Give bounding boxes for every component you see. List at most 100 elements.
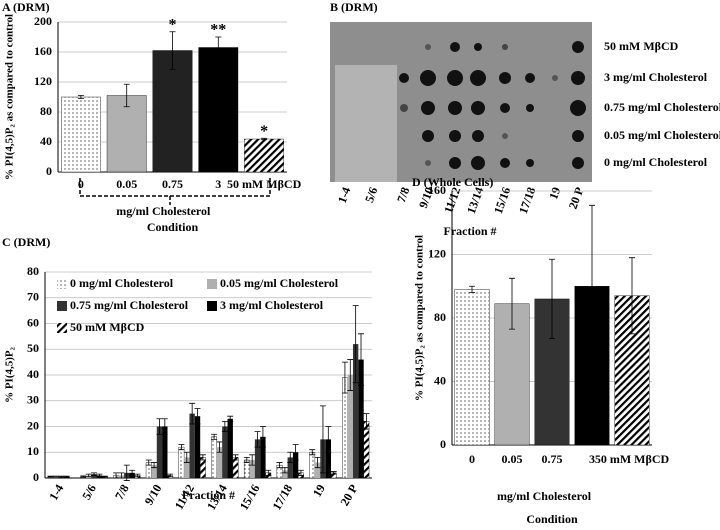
error-bar	[287, 451, 294, 463]
group-bracket	[79, 178, 271, 205]
y-tick-label: 20	[27, 418, 39, 432]
error-bar	[161, 418, 168, 435]
error-bar	[314, 457, 321, 469]
error-bar	[363, 413, 370, 430]
error-bar	[80, 475, 87, 478]
row-label: 50 mM MβCD	[604, 39, 679, 53]
bar	[254, 439, 261, 478]
annotation: *	[169, 16, 177, 33]
y-tick-label: 30	[27, 393, 39, 407]
y-tick-label: 160	[428, 183, 446, 197]
x-tick-label: 3	[589, 452, 595, 466]
y-tick-label: 70	[27, 290, 39, 304]
error-bar	[215, 36, 222, 59]
error-bar	[85, 473, 92, 478]
bar	[282, 470, 288, 478]
bar	[454, 289, 490, 446]
x-tick-label: 20 P	[337, 482, 360, 508]
bar	[352, 344, 359, 478]
x-tick-label: 50 mM MβCD	[227, 177, 302, 191]
bar	[249, 459, 255, 478]
bar	[189, 413, 195, 478]
error-bar	[183, 451, 190, 463]
error-bar	[254, 431, 261, 448]
y-tick-label: 0	[33, 470, 39, 484]
error-bar	[352, 305, 359, 384]
x-axis-label: Fraction #	[182, 488, 235, 502]
y-tick-label: 80	[40, 104, 52, 118]
bar	[309, 452, 316, 479]
bar	[211, 436, 218, 479]
error-bar	[129, 469, 136, 476]
error-bar	[113, 472, 120, 479]
y-tick-label: 80	[27, 264, 39, 278]
error-bar	[265, 469, 272, 476]
x-tick-label: 50 mM MβCD	[595, 452, 670, 466]
panel-title: A (DRM)	[2, 0, 50, 14]
panel-title: D (Whole Cells)	[412, 175, 493, 189]
bar	[91, 474, 97, 478]
y-axis-label: % PI(4,5)P₂	[4, 346, 16, 403]
x-tick-label: 0.05	[116, 177, 137, 191]
group-label: mg/ml Cholesterol	[116, 204, 211, 218]
bar	[232, 457, 239, 479]
y-tick-label: 120	[34, 74, 52, 88]
bar	[198, 47, 239, 173]
x-axis-label: Condition	[526, 512, 578, 526]
bar	[363, 421, 370, 479]
bar	[178, 446, 185, 479]
error-bar	[221, 420, 228, 433]
column-label: 19	[546, 185, 563, 201]
y-tick-label: 50	[27, 341, 39, 355]
error-bar	[589, 204, 595, 368]
bar	[162, 426, 168, 478]
bar	[156, 426, 163, 478]
error-bar	[52, 475, 59, 478]
error-bar	[156, 418, 163, 435]
y-tick-label: 160	[34, 44, 52, 58]
y-axis-label: % PI(4,5)P₂ as compared to control	[414, 235, 426, 401]
error-bar	[469, 285, 475, 293]
x-tick-label: 17/18	[269, 482, 295, 513]
error-bar	[194, 408, 201, 425]
error-bar	[341, 361, 348, 394]
bar	[216, 447, 223, 478]
column-label: 13/14	[464, 185, 487, 215]
bar	[227, 418, 233, 478]
bar	[314, 462, 321, 478]
error-bar	[347, 359, 354, 391]
y-tick-label: 80	[434, 310, 446, 324]
legend-label: 0.75 mg/ml Cholesterol	[70, 298, 189, 312]
error-bar	[63, 475, 70, 478]
column-label: 17/18	[516, 185, 539, 215]
error-bar	[151, 462, 158, 469]
legend-label: 50 mM MβCD	[70, 320, 145, 334]
x-tick-label: 7/8	[112, 482, 132, 502]
column-label: 5/6	[362, 185, 380, 204]
error-bar	[58, 475, 65, 478]
error-bar	[292, 444, 299, 461]
error-bar	[134, 473, 141, 478]
x-tick-label: 15/16	[237, 482, 263, 513]
y-tick-label: 40	[27, 367, 39, 381]
legend-swatch	[207, 301, 217, 311]
x-axis-label: Condition	[147, 220, 199, 234]
annotation: **	[210, 22, 226, 39]
bar	[222, 426, 228, 478]
x-tick-label: 0.05	[502, 452, 523, 466]
blot-image	[330, 22, 592, 182]
error-bar	[118, 472, 125, 479]
bar	[199, 457, 206, 479]
bar	[260, 436, 266, 478]
y-tick-label: 200	[34, 14, 52, 28]
row-label: 0 mg/ml Cholesterol	[604, 155, 708, 169]
y-tick-label: 40	[40, 134, 52, 148]
error-bar	[330, 471, 337, 475]
error-bar	[101, 475, 108, 478]
column-label: 9/10	[416, 185, 436, 210]
annotation: *	[260, 123, 268, 140]
error-bar	[509, 277, 515, 330]
legend-label: 0 mg/ml Cholesterol	[70, 276, 174, 290]
error-bar	[169, 31, 176, 70]
